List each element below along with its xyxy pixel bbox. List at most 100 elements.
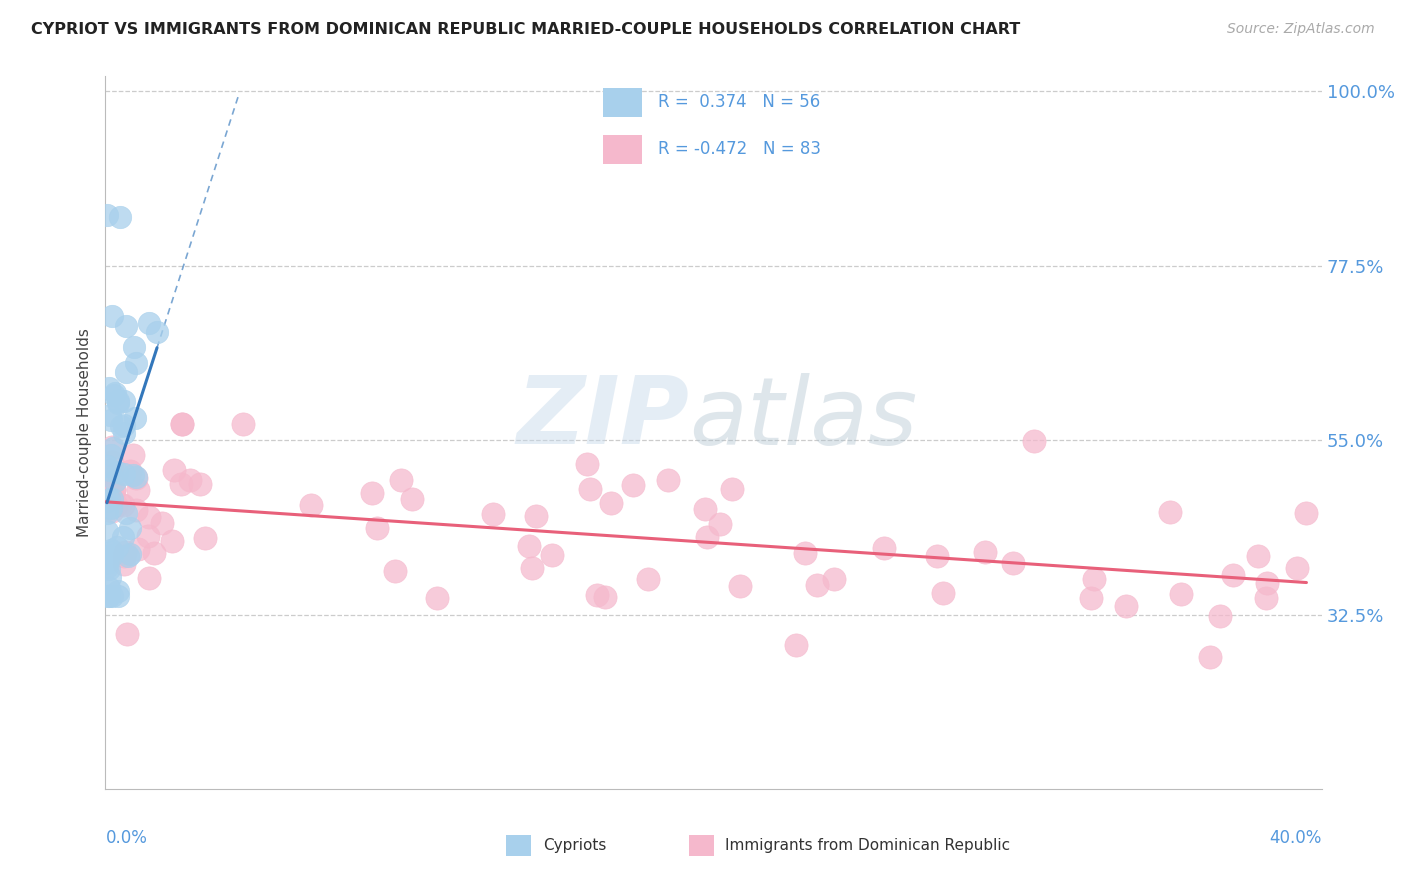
Point — [115, 627, 138, 641]
Point — [98, 408, 121, 422]
Point — [120, 464, 142, 478]
Text: ZIP: ZIP — [516, 372, 689, 465]
Point — [232, 417, 254, 432]
Point — [112, 418, 135, 433]
Point — [127, 541, 149, 556]
Point — [107, 395, 129, 409]
Point — [110, 497, 132, 511]
Point — [599, 496, 621, 510]
Point — [96, 557, 118, 571]
Point — [517, 539, 540, 553]
Point — [110, 210, 132, 224]
Point — [657, 473, 679, 487]
Point — [105, 465, 128, 479]
Point — [100, 455, 122, 469]
Point — [96, 506, 118, 520]
Point — [138, 571, 160, 585]
Point — [389, 473, 412, 487]
Point — [578, 482, 600, 496]
Point — [785, 638, 807, 652]
Point — [720, 482, 742, 496]
Point — [401, 491, 423, 506]
Point — [621, 478, 644, 492]
Text: Source: ZipAtlas.com: Source: ZipAtlas.com — [1227, 22, 1375, 37]
Point — [98, 581, 121, 595]
Point — [103, 388, 125, 402]
Point — [100, 500, 122, 515]
Point — [111, 498, 134, 512]
Point — [143, 546, 166, 560]
Text: R =  0.374   N = 56: R = 0.374 N = 56 — [658, 93, 821, 111]
Point — [100, 413, 122, 427]
Point — [97, 381, 120, 395]
Point — [1083, 572, 1105, 586]
Point — [104, 386, 127, 401]
Point — [162, 534, 184, 549]
Point — [100, 440, 122, 454]
Point — [96, 500, 118, 515]
Point — [122, 448, 145, 462]
Point — [107, 584, 129, 599]
Point — [124, 503, 146, 517]
Point — [426, 591, 449, 606]
Point — [194, 531, 217, 545]
Point — [100, 486, 122, 500]
Point — [118, 521, 141, 535]
Text: CYPRIOT VS IMMIGRANTS FROM DOMINICAN REPUBLIC MARRIED-COUPLE HOUSEHOLDS CORRELAT: CYPRIOT VS IMMIGRANTS FROM DOMINICAN REP… — [31, 22, 1021, 37]
Point — [138, 509, 160, 524]
Point — [1256, 576, 1278, 591]
Point — [170, 417, 193, 432]
Point — [114, 365, 136, 379]
Point — [96, 494, 118, 508]
Y-axis label: Married-couple Households: Married-couple Households — [77, 328, 93, 537]
Point — [100, 504, 122, 518]
Point — [103, 483, 125, 497]
Point — [541, 548, 564, 562]
Point — [138, 316, 160, 330]
Point — [96, 209, 118, 223]
Text: Cypriots: Cypriots — [543, 838, 606, 853]
Point — [1295, 506, 1317, 520]
Point — [112, 425, 135, 440]
Point — [107, 589, 129, 603]
Point — [179, 473, 201, 487]
Point — [124, 340, 146, 354]
Point — [1286, 561, 1309, 575]
Point — [100, 501, 122, 516]
Point — [125, 356, 148, 370]
Point — [125, 471, 148, 485]
Point — [127, 483, 149, 498]
Point — [520, 561, 543, 575]
Point — [925, 549, 948, 563]
Point — [481, 507, 503, 521]
Point — [118, 548, 141, 562]
Point — [1209, 609, 1232, 624]
Text: atlas: atlas — [689, 373, 918, 464]
Point — [524, 508, 547, 523]
Point — [98, 589, 121, 603]
Point — [172, 417, 194, 431]
Point — [105, 540, 128, 554]
Point — [98, 463, 121, 477]
Point — [115, 319, 138, 334]
Point — [170, 476, 193, 491]
Point — [806, 578, 828, 592]
Text: R = -0.472   N = 83: R = -0.472 N = 83 — [658, 140, 821, 158]
Point — [1080, 591, 1102, 606]
Point — [299, 499, 322, 513]
Point — [366, 520, 388, 534]
Point — [112, 549, 135, 563]
Point — [112, 467, 135, 481]
Point — [105, 498, 128, 512]
Point — [117, 549, 139, 563]
Text: Immigrants from Dominican Republic: Immigrants from Dominican Republic — [725, 838, 1011, 853]
Point — [384, 564, 406, 578]
Point — [1115, 599, 1137, 613]
Point — [1159, 505, 1181, 519]
Point — [122, 468, 145, 483]
Point — [114, 506, 136, 520]
Text: 40.0%: 40.0% — [1270, 830, 1322, 847]
Point — [823, 573, 845, 587]
Point — [98, 492, 121, 507]
Point — [112, 530, 135, 544]
